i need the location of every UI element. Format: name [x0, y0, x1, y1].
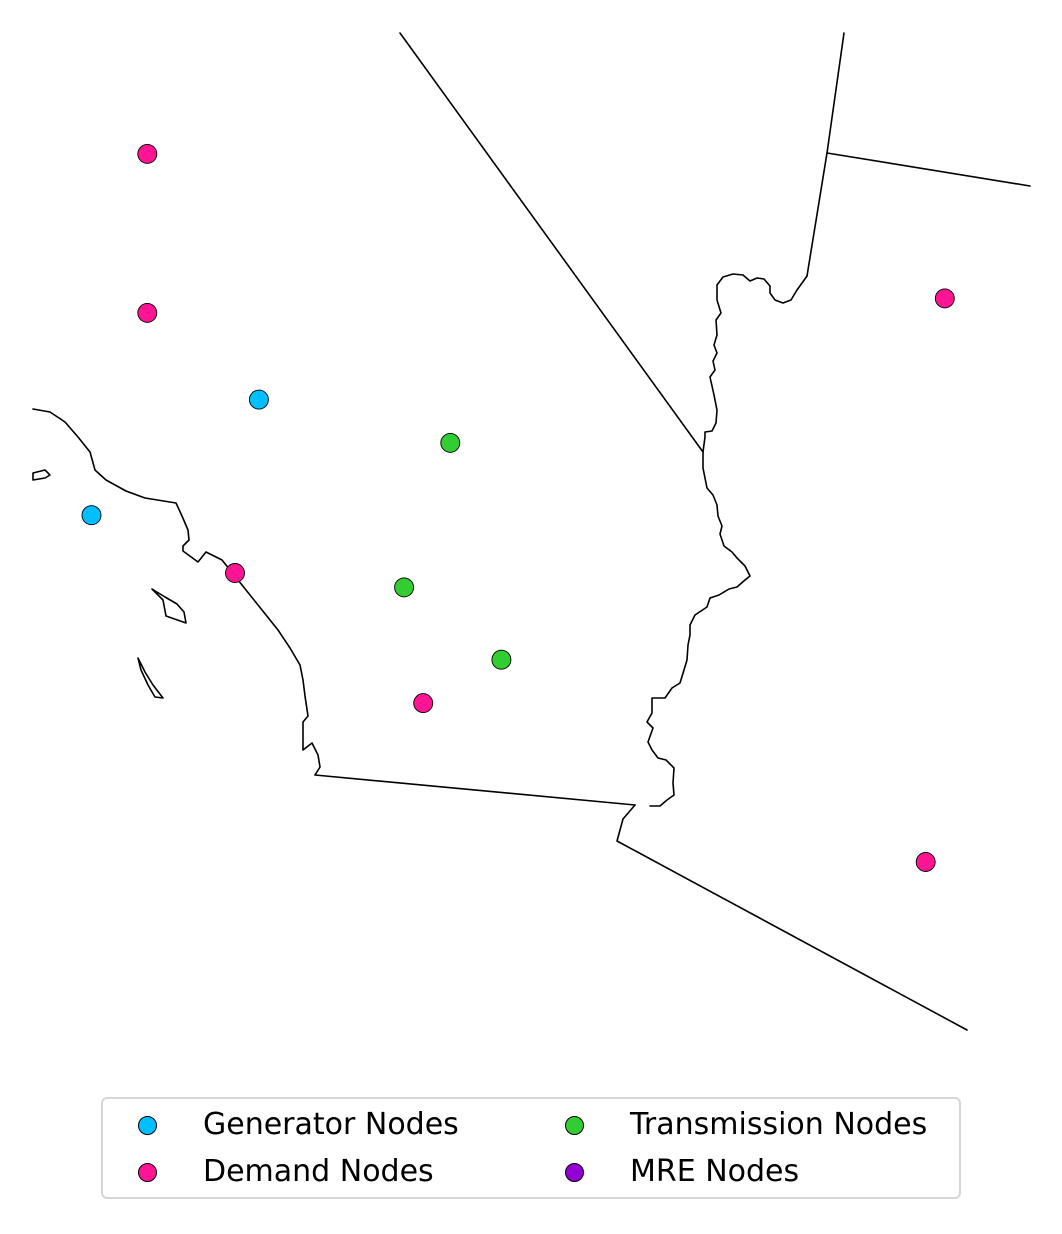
legend-label-generator: Generator Nodes [203, 1107, 459, 1142]
channel-islands [32, 469, 187, 699]
generator-node-5 [81, 505, 102, 526]
transmission-node-7 [394, 577, 415, 598]
demand-node-11 [915, 852, 936, 872]
demand-node-marker-icon [138, 1162, 157, 1182]
legend-item-demand: Demand Nodes [138, 1154, 434, 1190]
ca-nv-border [399, 32, 704, 453]
us-mexico-border [314, 774, 636, 806]
california-coastline [32, 408, 321, 776]
legend-item-generator: Generator Nodes [138, 1107, 459, 1143]
nodes-layer [81, 143, 955, 872]
legend-label-transmission: Transmission Nodes [630, 1107, 928, 1142]
demand-node-2 [137, 302, 158, 323]
island-c [137, 657, 164, 699]
demand-node-1 [137, 143, 158, 164]
legend-item-transmission: Transmission Nodes [565, 1107, 927, 1143]
demand-node-6 [225, 563, 245, 583]
generator-node-3 [248, 389, 269, 410]
map-borders [32, 32, 1031, 1031]
transmission-node-4 [440, 432, 461, 453]
legend: Generator Nodes Demand Nodes Transmissio… [101, 1097, 961, 1199]
demand-node-9 [413, 693, 434, 714]
island-b [151, 588, 187, 624]
ut-az-border [826, 152, 1031, 187]
generator-node-marker-icon [138, 1115, 157, 1135]
legend-label-mre: MRE Nodes [630, 1154, 800, 1189]
transmission-node-marker-icon [565, 1115, 584, 1135]
legend-label-demand: Demand Nodes [203, 1154, 434, 1189]
mre-node-marker-icon [565, 1162, 584, 1182]
transmission-node-8 [491, 649, 512, 670]
colorado-river-border [646, 273, 808, 807]
island-a [32, 469, 51, 481]
baja-sonora-line [616, 804, 968, 1031]
legend-item-mre: MRE Nodes [565, 1154, 799, 1190]
demand-node-10 [934, 288, 955, 309]
